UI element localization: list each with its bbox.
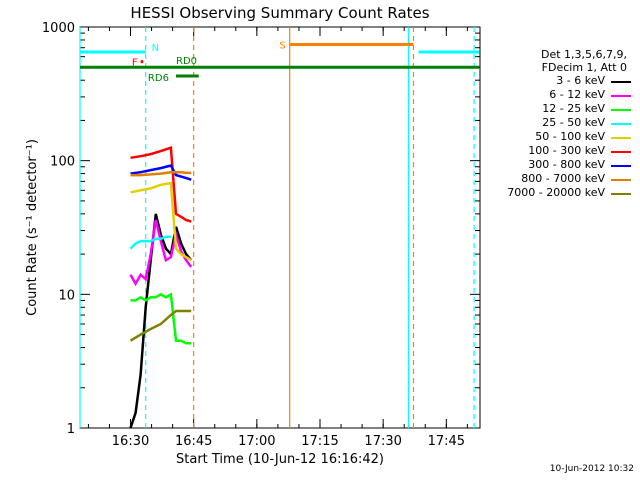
x-axis-label: Start Time (10-Jun-12 16:16:42) bbox=[176, 452, 384, 467]
x-tick-label: 17:00 bbox=[238, 434, 275, 449]
series-line-2 bbox=[130, 292, 192, 345]
legend-item: 100 - 300 keV bbox=[490, 144, 635, 158]
legend-item: 25 - 50 keV bbox=[490, 116, 635, 130]
flag-label-rd6: RD6 bbox=[148, 73, 169, 84]
series-line-8 bbox=[129, 309, 192, 342]
legend-label: 100 - 300 keV bbox=[528, 144, 605, 157]
legend-swatch bbox=[611, 193, 631, 195]
legend-label: 25 - 50 keV bbox=[542, 116, 605, 129]
flag-label-n: N bbox=[152, 43, 159, 54]
x-tick-label: 16:30 bbox=[112, 434, 149, 449]
series-line-1 bbox=[129, 219, 193, 287]
legend-item: 300 - 800 keV bbox=[490, 158, 635, 172]
legend-label: 6 - 12 keV bbox=[549, 88, 605, 101]
legend-label: 3 - 6 keV bbox=[556, 74, 605, 87]
legend-swatch bbox=[611, 137, 631, 139]
legend-swatch bbox=[611, 109, 631, 111]
y-tick-label: 10 bbox=[58, 288, 75, 303]
flag-label-f: F bbox=[132, 58, 138, 69]
x-tick-label: 17:45 bbox=[428, 434, 465, 449]
x-tick-label: 17:15 bbox=[301, 434, 338, 449]
legend-label: 7000 - 20000 keV bbox=[507, 186, 605, 199]
series-line-3 bbox=[129, 235, 171, 250]
legend-item: 800 - 7000 keV bbox=[490, 172, 635, 186]
chart-title: HESSI Observing Summary Count Rates bbox=[130, 4, 429, 22]
legend-item: 12 - 25 keV bbox=[490, 102, 635, 116]
legend-swatch bbox=[611, 95, 631, 97]
legend-label: 300 - 800 keV bbox=[528, 158, 605, 171]
x-tick-label: 16:45 bbox=[175, 434, 212, 449]
plot-datestamp: 10-Jun-2012 10:32 bbox=[549, 464, 634, 474]
series-line-4 bbox=[130, 181, 192, 262]
y-tick-label: 1000 bbox=[42, 21, 75, 36]
legend-item: 7000 - 20000 keV bbox=[490, 186, 635, 200]
series-line-6 bbox=[130, 164, 192, 181]
legend-item: 6 - 12 keV bbox=[490, 88, 635, 102]
flag-label-s: S bbox=[279, 40, 285, 51]
legend-item: 3 - 6 keV bbox=[490, 74, 635, 88]
legend-label: 800 - 7000 keV bbox=[521, 172, 605, 185]
legend-swatch bbox=[611, 165, 631, 167]
legend-header-line-1: Det 1,3,5,6,7,9, bbox=[540, 48, 627, 61]
legend-header-line-2: FDecim 1, Att 0 bbox=[541, 61, 627, 74]
legend-label: 12 - 25 keV bbox=[542, 102, 605, 115]
y-tick-label: 100 bbox=[50, 155, 75, 170]
x-tick-label: 17:30 bbox=[364, 434, 401, 449]
series-line-0 bbox=[129, 213, 193, 429]
y-tick-label: 1 bbox=[67, 422, 75, 437]
legend-swatch bbox=[611, 81, 631, 83]
series-line-5 bbox=[130, 146, 192, 223]
legend-swatch bbox=[611, 179, 631, 181]
y-axis-label: Count Rate (s⁻¹ detector⁻¹) bbox=[25, 139, 40, 316]
legend-swatch bbox=[611, 123, 631, 125]
flag-label-rd0: RD0 bbox=[176, 56, 197, 67]
series-line-7 bbox=[130, 170, 192, 177]
legend-item: 50 - 100 keV bbox=[490, 130, 635, 144]
legend-swatch bbox=[611, 151, 631, 153]
legend: Det 1,3,5,6,7,9, FDecim 1, Att 0 3 - 6 k… bbox=[490, 48, 635, 200]
legend-label: 50 - 100 keV bbox=[535, 130, 605, 143]
